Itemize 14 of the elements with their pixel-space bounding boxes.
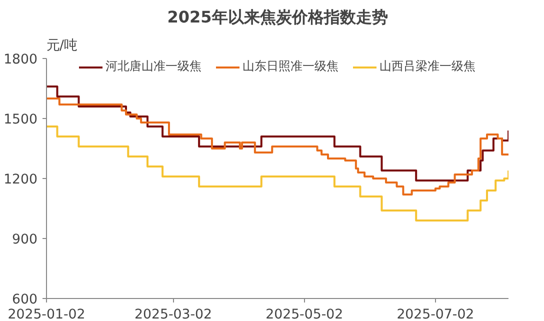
y-tick-label: 1200 — [4, 172, 38, 188]
legend-label: 山东日照准一级焦 — [242, 58, 338, 75]
x-tick-label: 2025-01-02 — [8, 308, 86, 321]
chart-title: 2025年以来焦炭价格指数走势 — [167, 8, 388, 26]
legend-label: 河北唐山准一级焦 — [106, 58, 202, 75]
x-tick-label: 2025-05-02 — [266, 308, 344, 321]
y-tick-label: 1800 — [4, 52, 38, 68]
x-tick-label: 2025-07-02 — [396, 308, 474, 321]
legend-label: 山西吕梁准一级焦 — [380, 58, 476, 75]
y-axis-title: 元/吨 — [46, 38, 77, 54]
y-tick-label: 600 — [12, 292, 38, 308]
y-tick-label: 900 — [12, 232, 38, 248]
x-tick-label: 2025-03-02 — [134, 308, 212, 321]
y-tick-label: 1500 — [4, 112, 38, 128]
